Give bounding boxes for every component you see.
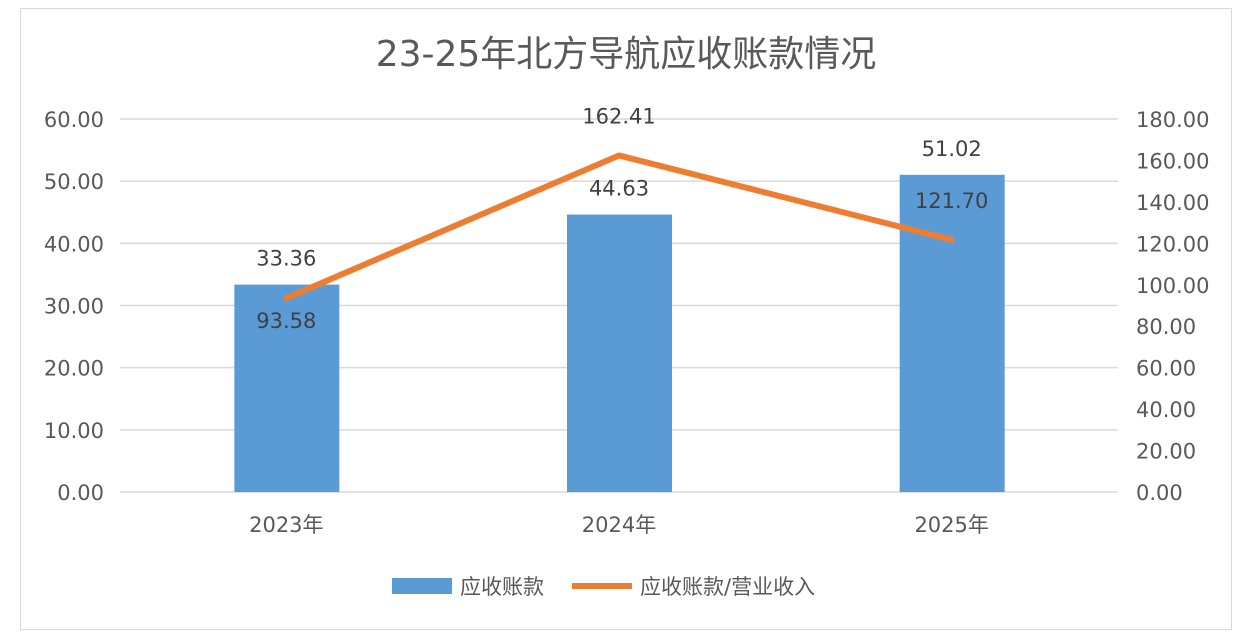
left-tick-label: 50.00 — [44, 170, 104, 194]
right-tick-label: 100.00 — [1136, 274, 1209, 298]
left-tick-label: 0.00 — [57, 481, 104, 505]
left-tick-label: 60.00 — [44, 108, 104, 132]
right-tick-label: 160.00 — [1136, 149, 1209, 173]
right-tick-label: 140.00 — [1136, 191, 1209, 215]
legend-bar-label: 应收账款 — [460, 575, 544, 599]
chart-frame — [20, 8, 1232, 630]
bar-data-label: 51.02 — [922, 137, 982, 161]
bar — [899, 174, 1005, 492]
category-label: 2023年 — [249, 513, 323, 537]
line-data-label: 121.70 — [915, 189, 988, 213]
right-tick-label: 0.00 — [1136, 481, 1183, 505]
line-series — [283, 152, 955, 302]
left-tick-label: 20.00 — [44, 357, 104, 381]
bar-data-label: 44.63 — [589, 177, 649, 201]
legend-line-label: 应收账款/营业收入 — [640, 575, 815, 599]
left-tick-label: 10.00 — [44, 419, 104, 443]
right-tick-label: 20.00 — [1136, 440, 1196, 464]
right-tick-label: 80.00 — [1136, 315, 1196, 339]
line-data-label: 162.41 — [582, 104, 655, 128]
bar-data-label: 33.36 — [256, 247, 316, 271]
category-label: 2025年 — [914, 513, 988, 537]
category-label: 2024年 — [582, 513, 656, 537]
right-tick-label: 120.00 — [1136, 232, 1209, 256]
line-data-label: 93.58 — [256, 309, 316, 333]
legend-bar-swatch — [392, 578, 452, 594]
right-tick-label: 40.00 — [1136, 398, 1196, 422]
bar — [567, 214, 672, 492]
right-tick-label: 180.00 — [1136, 108, 1209, 132]
left-tick-label: 30.00 — [44, 295, 104, 319]
bar — [234, 284, 340, 492]
left-tick-label: 40.00 — [44, 232, 104, 256]
right-tick-label: 60.00 — [1136, 357, 1196, 381]
chart-title: 23-25年北方导航应收账款情况 — [376, 34, 877, 75]
